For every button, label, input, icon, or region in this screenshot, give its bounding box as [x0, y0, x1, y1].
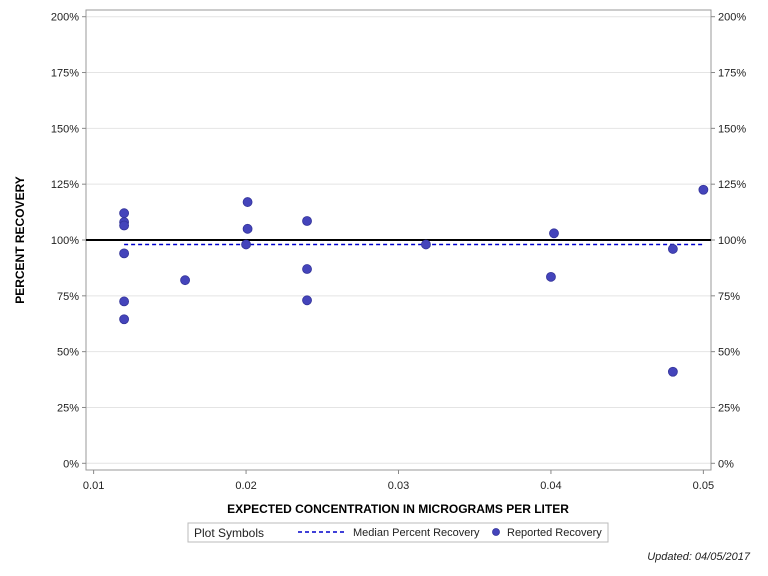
x-axis-title: EXPECTED CONCENTRATION IN MICROGRAMS PER… [227, 502, 569, 516]
y-tick-label-right: 100% [718, 235, 746, 247]
y-tick-label-left: 100% [51, 235, 79, 247]
y-tick-label-left: 0% [63, 458, 79, 470]
x-tick-label: 0.01 [83, 480, 104, 492]
data-point [242, 223, 253, 234]
legend-reported-label: Reported Recovery [507, 527, 602, 539]
scatter-points [119, 184, 709, 377]
data-point [242, 197, 253, 207]
y-tick-label-left: 50% [57, 347, 79, 359]
data-point [119, 314, 130, 325]
reference-lines [86, 239, 711, 246]
x-tick-label: 0.02 [235, 480, 256, 492]
y-tick-label-left: 150% [51, 123, 79, 135]
y-tick-label-right: 75% [718, 291, 740, 303]
data-point [698, 184, 709, 195]
x-tick-label: 0.03 [388, 480, 409, 492]
y-tick-label-right: 50% [718, 347, 740, 359]
y-tick-label-right: 25% [718, 402, 740, 414]
axes: 0% 0% 25% 25% 50% 50% 75% 75% 100% 100% 125% 125% 15… [51, 12, 746, 492]
data-point [667, 366, 678, 377]
data-point [119, 220, 130, 231]
y-tick-label-right: 150% [718, 123, 746, 135]
data-point [549, 228, 559, 239]
y-axis-title: PERCENT RECOVERY [13, 176, 27, 304]
data-point [302, 264, 312, 274]
x-tick-label: 0.04 [540, 480, 561, 492]
data-point [302, 295, 312, 306]
legend-median-label: Median Percent Recovery [353, 527, 480, 539]
data-point [119, 208, 130, 219]
y-tick-label-left: 200% [51, 12, 79, 24]
y-tick-label-left: 125% [51, 179, 79, 191]
y-tick-label-left: 25% [57, 402, 79, 414]
data-point [241, 239, 251, 250]
x-tick-label: 0.05 [693, 480, 714, 492]
legend-reported-symbol [492, 528, 500, 536]
y-tick-label-left: 75% [57, 291, 79, 303]
data-point [302, 216, 312, 226]
data-point [119, 296, 130, 307]
y-tick-label-right: 200% [718, 12, 746, 24]
y-tick-label-right: 0% [718, 458, 734, 470]
data-point [119, 248, 130, 259]
y-tick-label-right: 125% [718, 179, 746, 191]
data-point [546, 271, 556, 282]
y-tick-label-left: 175% [51, 68, 79, 80]
legend-title: Plot Symbols [194, 526, 264, 540]
data-point [180, 275, 190, 286]
data-point [421, 239, 431, 250]
legend-box [187, 522, 609, 543]
data-point [667, 244, 678, 254]
updated-date: Updated: 04/05/2017 [647, 551, 751, 563]
y-tick-label-right: 175% [718, 68, 746, 80]
legend: Plot Symbols Median Percent Recovery Rep… [187, 522, 609, 543]
